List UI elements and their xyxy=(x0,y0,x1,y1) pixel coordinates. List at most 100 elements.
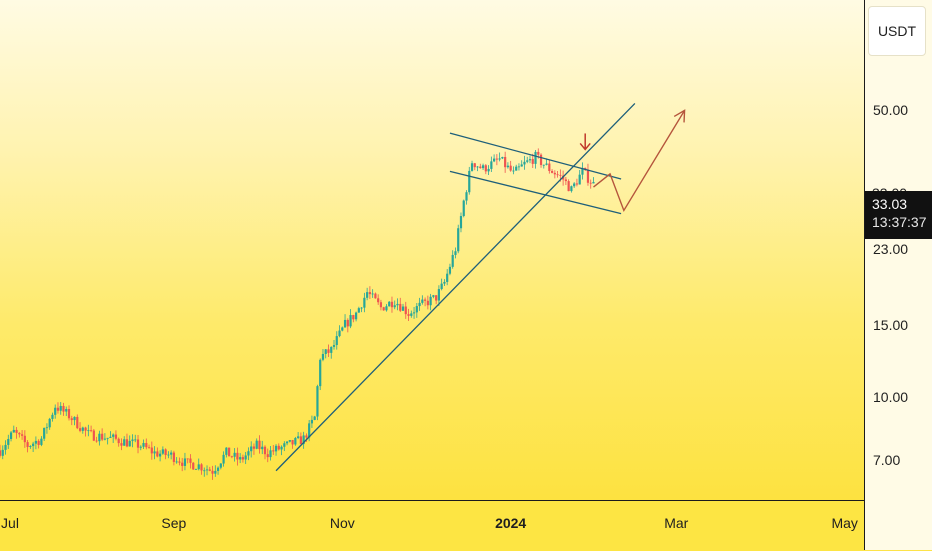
candle xyxy=(592,177,595,184)
candle xyxy=(153,446,156,460)
candle xyxy=(443,279,446,287)
candle xyxy=(548,159,551,174)
candle xyxy=(45,423,49,434)
candle xyxy=(501,156,504,160)
candle xyxy=(578,170,581,185)
time-tick: Jul xyxy=(1,515,19,531)
candle xyxy=(446,269,449,286)
price-tick: 23.00 xyxy=(873,240,909,257)
candle xyxy=(261,440,264,455)
candle xyxy=(335,331,338,350)
candle xyxy=(239,453,242,464)
channel-lower-line[interactable] xyxy=(449,170,622,215)
candle xyxy=(150,441,153,460)
candle xyxy=(78,422,82,433)
candle xyxy=(106,437,109,445)
candle xyxy=(26,440,29,453)
candle xyxy=(493,154,496,163)
candle xyxy=(142,439,145,449)
candle xyxy=(277,443,280,451)
candle xyxy=(564,176,567,186)
projection-path[interactable] xyxy=(593,110,686,213)
currency-selector[interactable]: USDT xyxy=(868,6,926,56)
candle xyxy=(131,434,134,448)
price-tick: 50.00 xyxy=(873,102,909,119)
last-price: 33.03 xyxy=(872,196,908,212)
candle xyxy=(512,166,515,175)
chart-plot-area[interactable] xyxy=(0,0,864,500)
candle xyxy=(435,295,438,305)
candle xyxy=(159,450,162,462)
candle xyxy=(161,446,164,455)
candle xyxy=(302,431,305,449)
candle xyxy=(186,458,189,464)
candle xyxy=(338,325,341,338)
time-axis[interactable]: Jul Sep Nov 2024 Mar May xyxy=(0,500,864,551)
candle xyxy=(368,286,371,299)
candle xyxy=(363,292,366,313)
candle xyxy=(410,310,413,318)
price-chart-svg[interactable] xyxy=(0,0,864,500)
candle xyxy=(506,162,510,169)
candle xyxy=(233,448,236,462)
candle xyxy=(258,435,261,454)
candle xyxy=(465,190,468,205)
candle xyxy=(18,432,21,438)
price-tick: 10.00 xyxy=(873,388,909,405)
candle xyxy=(581,162,584,180)
candle xyxy=(346,318,349,333)
candle xyxy=(81,426,84,434)
candle xyxy=(208,466,211,472)
candle xyxy=(59,402,62,415)
candle xyxy=(495,154,498,166)
candle xyxy=(23,430,26,448)
drawings-layer xyxy=(275,102,686,472)
candle xyxy=(164,448,167,460)
candle xyxy=(404,301,407,319)
candle xyxy=(498,152,501,162)
candle xyxy=(479,163,482,169)
candle xyxy=(123,436,126,446)
time-tick: Sep xyxy=(161,515,187,531)
candle xyxy=(327,344,330,358)
candle xyxy=(189,454,192,469)
candle xyxy=(382,306,385,311)
candle xyxy=(73,416,76,426)
candle xyxy=(401,303,405,311)
candle xyxy=(181,457,184,472)
support-trendline[interactable] xyxy=(275,102,636,472)
candle xyxy=(288,440,291,443)
candle xyxy=(250,441,253,458)
candle xyxy=(214,465,217,477)
candle xyxy=(48,417,51,430)
candle xyxy=(390,296,394,313)
candle xyxy=(222,451,225,467)
candle xyxy=(470,160,474,172)
candle xyxy=(51,412,54,422)
candle xyxy=(523,155,526,170)
candle xyxy=(54,404,57,419)
candle xyxy=(429,293,432,311)
candle xyxy=(56,402,60,414)
candle xyxy=(313,415,316,421)
candle xyxy=(244,451,247,465)
candle xyxy=(459,212,463,233)
candle xyxy=(526,156,529,164)
candle xyxy=(70,415,73,426)
candle xyxy=(114,430,118,441)
candle xyxy=(415,303,418,318)
bar-countdown: 13:37:37 xyxy=(872,214,927,230)
candle xyxy=(451,250,454,269)
candle xyxy=(448,263,452,276)
time-tick: 2024 xyxy=(495,515,527,531)
candle xyxy=(67,405,71,421)
candle xyxy=(263,445,267,460)
candle xyxy=(357,306,360,313)
candle xyxy=(418,297,421,311)
candle xyxy=(371,289,374,298)
channel-upper-line[interactable] xyxy=(449,132,622,180)
candle xyxy=(570,185,573,193)
down-arrow-icon[interactable] xyxy=(579,133,591,151)
candle xyxy=(9,430,13,442)
